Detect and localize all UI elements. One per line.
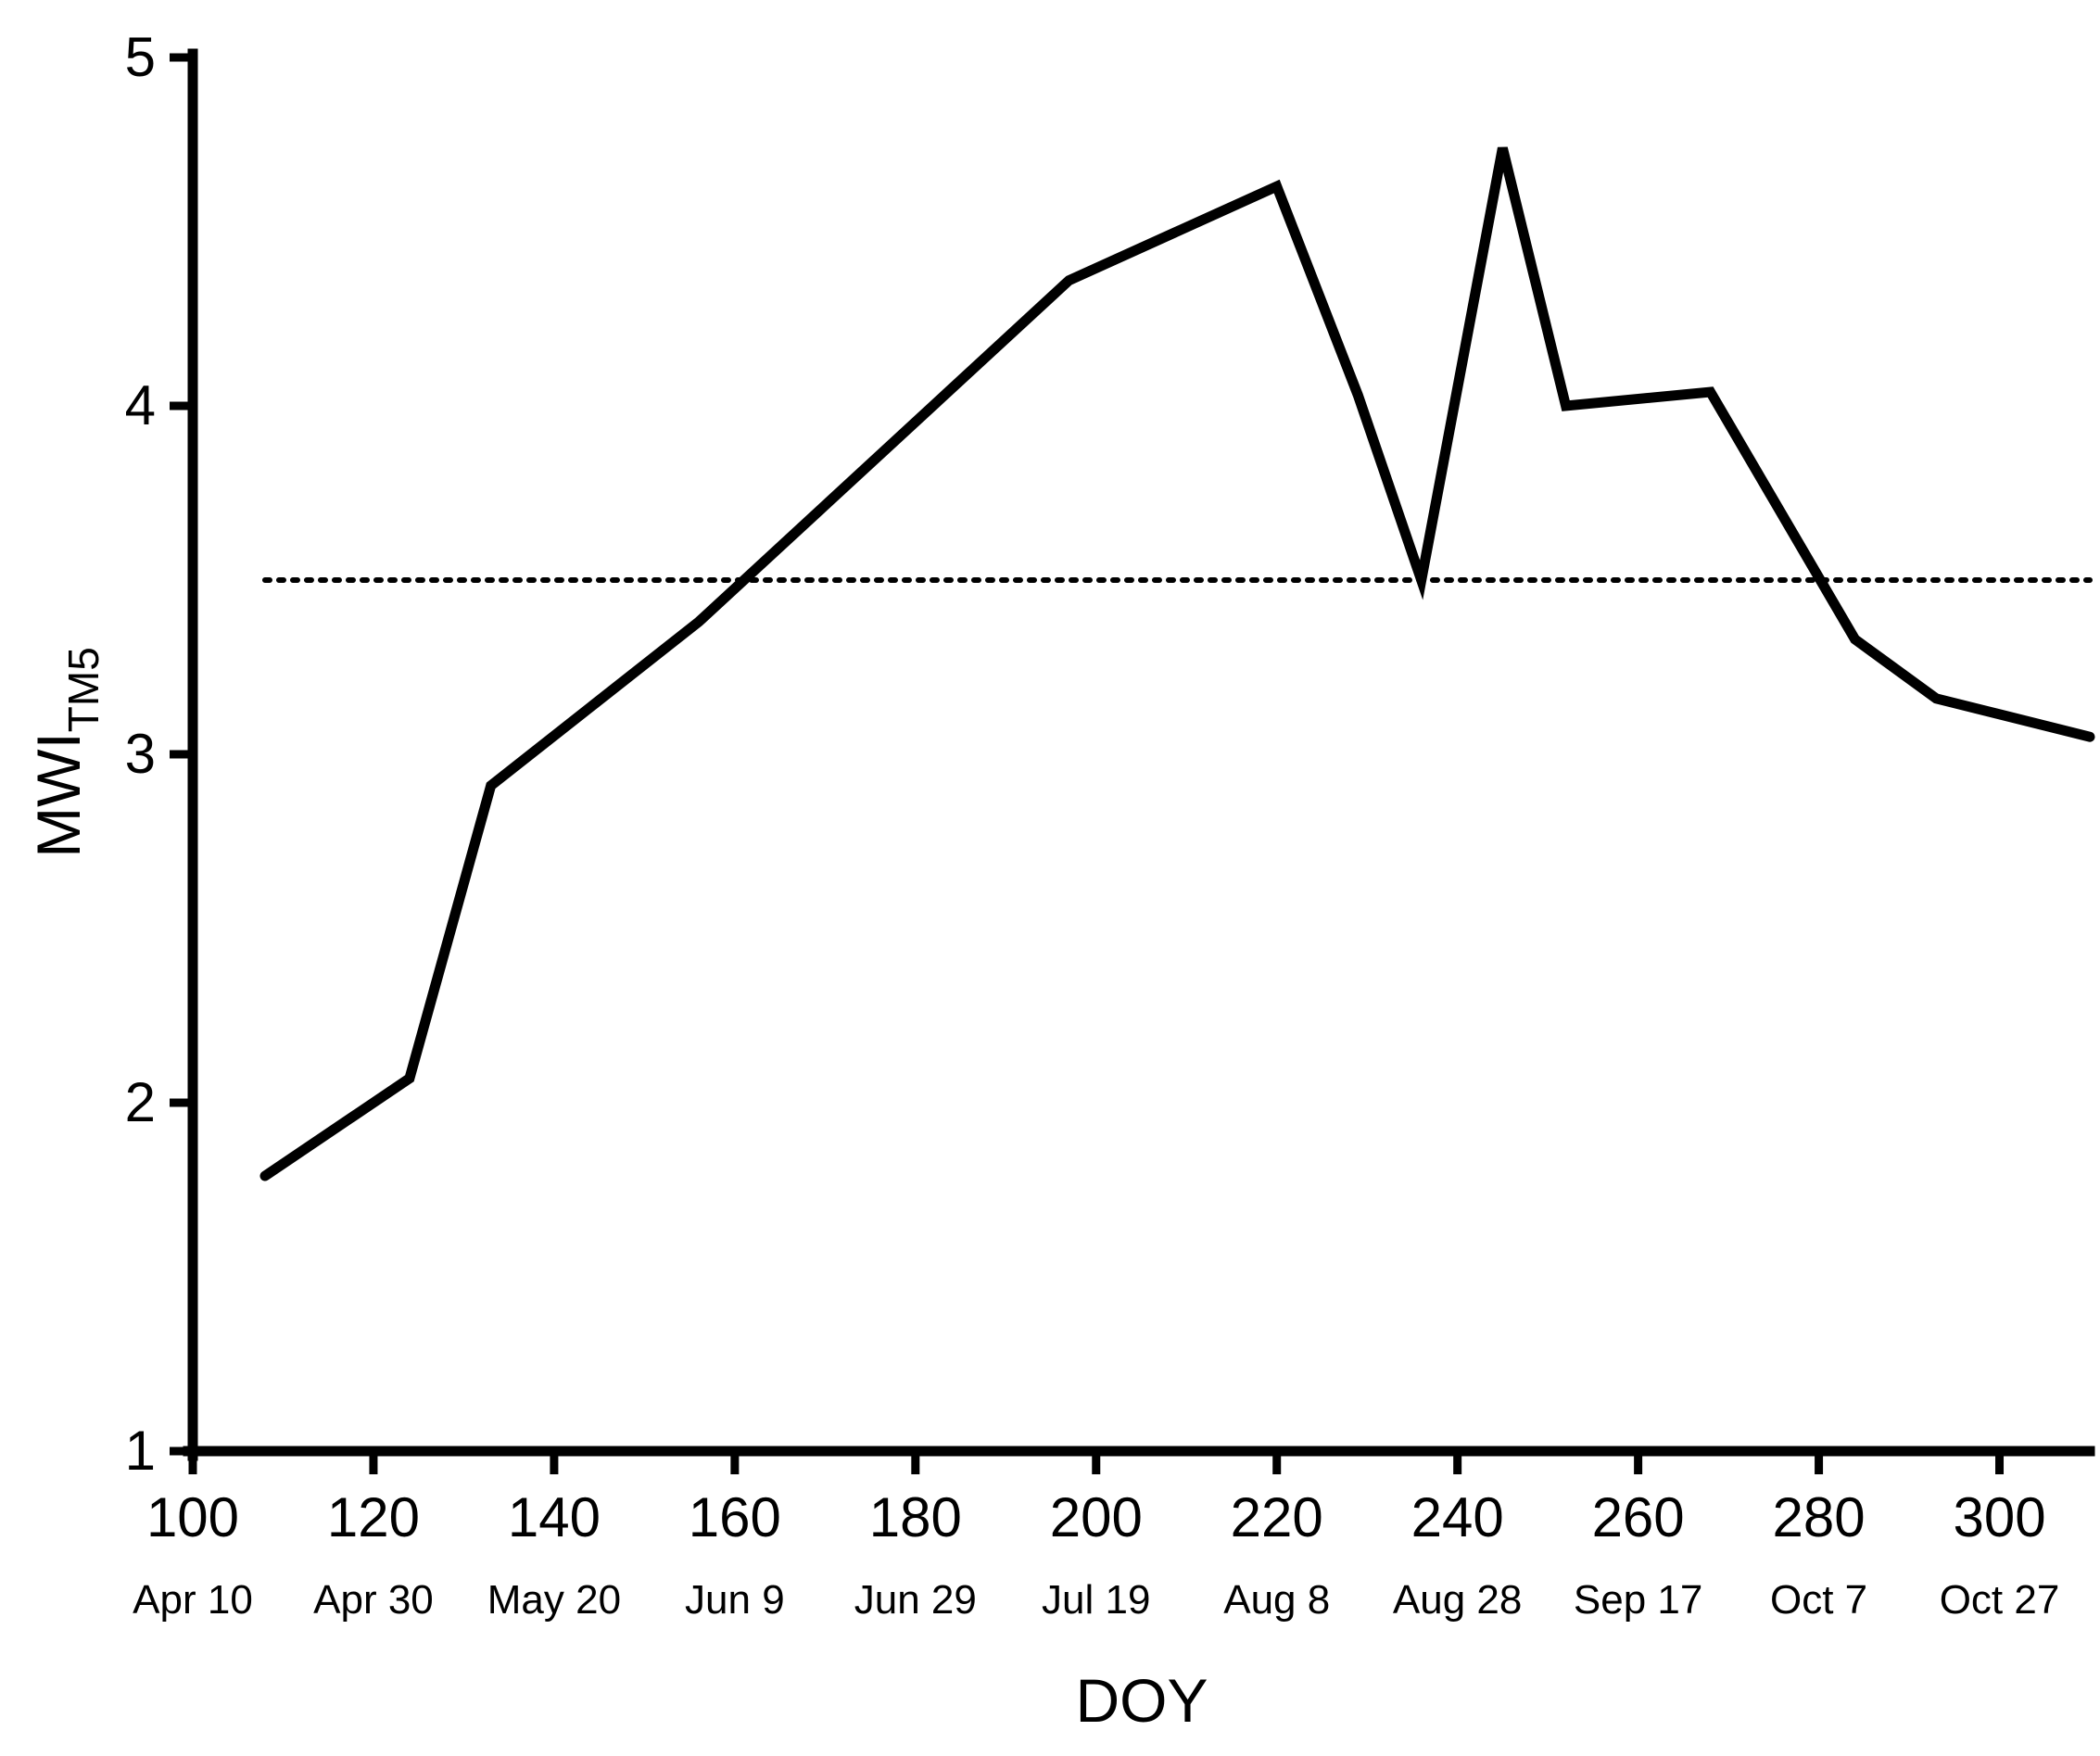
x-date-label: Jun 29 — [854, 1577, 977, 1623]
data-point-13 — [2089, 736, 2091, 738]
x-tick-label: 100 — [146, 1486, 239, 1548]
x-date-label: Aug 28 — [1393, 1577, 1522, 1623]
ticks: 100 Apr 10 120 Apr 30 140 May 20 160 Jun 9 180 Ju… — [125, 26, 2060, 1623]
x-tick-label: 240 — [1411, 1486, 1504, 1548]
x-tick-label: 200 — [1050, 1486, 1143, 1548]
data-point-2 — [490, 785, 492, 787]
axes — [183, 48, 2095, 1461]
x-tick-label: 180 — [869, 1486, 962, 1548]
data-point-12 — [1935, 698, 1937, 700]
data-point-6 — [1357, 395, 1359, 397]
data-point-3 — [698, 621, 700, 623]
x-tick-label: 160 — [689, 1486, 781, 1548]
x-axis-title: DOY — [1075, 1666, 1208, 1735]
y-axis-title: MWITM5 — [24, 647, 108, 858]
series-line-0 — [259, 146, 2095, 1181]
x-date-label: Oct 27 — [1940, 1577, 2060, 1623]
x-date-label: Oct 7 — [1770, 1577, 1867, 1623]
x-date-label: Jul 19 — [1042, 1577, 1150, 1623]
x-tick-label: 220 — [1231, 1486, 1323, 1548]
x-tick-label: 140 — [508, 1486, 601, 1548]
data-point-5 — [1276, 185, 1278, 187]
y-axis-title-subscript: TM5 — [59, 647, 108, 732]
y-tick-label: 4 — [125, 374, 156, 436]
x-date-label: Aug 8 — [1223, 1577, 1330, 1623]
x-tick-label: 120 — [327, 1486, 420, 1548]
x-tick-label: 260 — [1592, 1486, 1685, 1548]
x-tick-label: 280 — [1773, 1486, 1866, 1548]
y-tick-label: 5 — [125, 26, 156, 88]
y-tick-label: 1 — [125, 1420, 156, 1482]
x-date-label: May 20 — [487, 1577, 621, 1623]
x-date-label: Sep 17 — [1574, 1577, 1702, 1623]
x-date-label: Apr 30 — [313, 1577, 434, 1623]
x-date-label: Apr 10 — [133, 1577, 253, 1623]
y-tick-label: 3 — [125, 723, 156, 785]
data-point-0 — [264, 1175, 266, 1177]
data-point-1 — [409, 1078, 411, 1080]
data-point-11 — [1854, 638, 1856, 640]
data-point-8 — [1501, 147, 1503, 149]
data-point-7 — [1421, 579, 1423, 581]
x-tick-label: 300 — [1953, 1486, 2045, 1548]
y-axis-title-main: MWI — [24, 732, 93, 858]
x-date-label: Jun 9 — [685, 1577, 785, 1623]
plot-area — [259, 146, 2095, 1181]
y-tick-label: 2 — [125, 1071, 156, 1133]
data-point-4 — [1069, 280, 1070, 282]
data-point-9 — [1565, 405, 1567, 407]
data-point-10 — [1710, 391, 1712, 393]
